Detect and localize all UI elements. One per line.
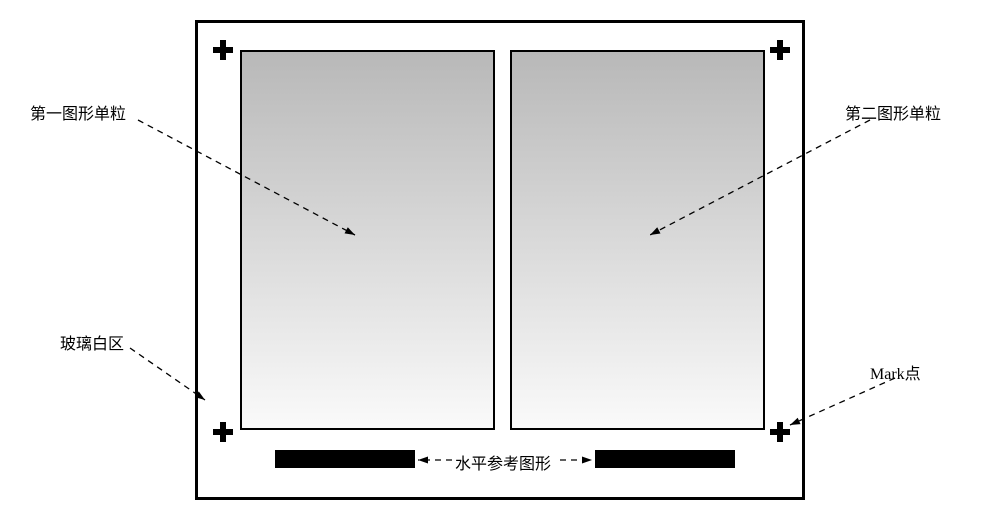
horizontal-reference-bar-right <box>595 450 735 468</box>
horizontal-reference-bar-left <box>275 450 415 468</box>
panel-right <box>510 50 765 430</box>
label-panel-left: 第一图形单粒 <box>30 100 126 124</box>
label-horizontal-reference: 水平参考图形 <box>455 450 551 474</box>
label-panel-right: 第二图形单粒 <box>845 100 941 124</box>
label-glass-blank: 玻璃白区 <box>60 330 124 354</box>
arrow-to-mark-point <box>790 378 895 425</box>
mark-cross-bottom-right-icon <box>770 422 790 442</box>
diagram-canvas: 第一图形单粒 第二图形单粒 玻璃白区 Mark点 水平参考图形 <box>0 0 1000 510</box>
mark-cross-top-right-icon <box>770 40 790 60</box>
mark-cross-bottom-left-icon <box>213 422 233 442</box>
label-mark-point: Mark点 <box>870 360 921 384</box>
mark-cross-top-left-icon <box>213 40 233 60</box>
panel-left <box>240 50 495 430</box>
arrow-to-glass-blank <box>130 348 205 400</box>
